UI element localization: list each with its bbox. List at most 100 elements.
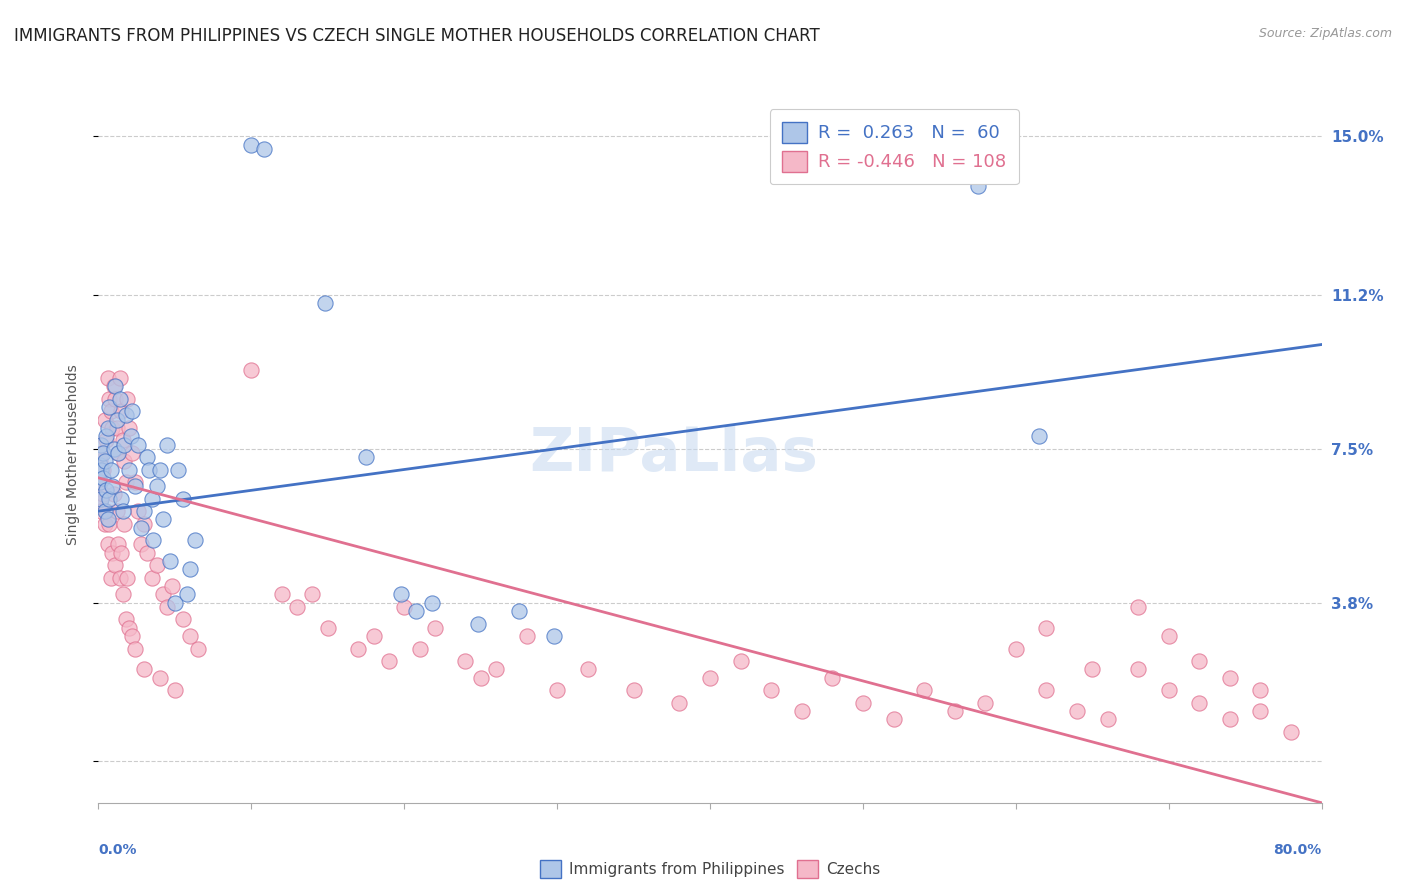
- Point: [966, 179, 988, 194]
- Point: [98, 392, 121, 406]
- Point: [110, 546, 132, 560]
- Point: [121, 629, 143, 643]
- Point: [108, 371, 131, 385]
- Point: [516, 629, 538, 643]
- Point: [121, 404, 143, 418]
- Y-axis label: Single Mother Households: Single Mother Households: [66, 365, 80, 545]
- Point: [470, 671, 492, 685]
- Point: [91, 462, 114, 476]
- Point: [668, 696, 690, 710]
- Point: [110, 491, 132, 506]
- Point: [389, 587, 412, 601]
- Point: [821, 671, 844, 685]
- Point: [187, 641, 209, 656]
- Point: [94, 434, 117, 448]
- Point: [943, 704, 966, 718]
- Point: [508, 604, 530, 618]
- Point: [149, 671, 172, 685]
- Point: [129, 537, 152, 551]
- Point: [107, 537, 129, 551]
- Point: [115, 409, 138, 423]
- Point: [108, 571, 131, 585]
- Point: [759, 683, 782, 698]
- Point: [93, 504, 115, 518]
- Point: [145, 479, 167, 493]
- Legend: Immigrants from Philippines, Czechs: Immigrants from Philippines, Czechs: [533, 853, 887, 886]
- Point: [111, 587, 134, 601]
- Point: [163, 596, 186, 610]
- Point: [134, 504, 156, 518]
- Point: [179, 562, 201, 576]
- Point: [156, 599, 179, 614]
- Point: [160, 579, 183, 593]
- Point: [167, 462, 190, 476]
- Point: [121, 446, 143, 460]
- Point: [314, 296, 336, 310]
- Point: [1219, 671, 1241, 685]
- Point: [124, 479, 146, 493]
- Point: [1035, 683, 1057, 698]
- Point: [104, 392, 127, 406]
- Point: [93, 454, 115, 468]
- Text: IMMIGRANTS FROM PHILIPPINES VS CZECH SINGLE MOTHER HOUSEHOLDS CORRELATION CHART: IMMIGRANTS FROM PHILIPPINES VS CZECH SIN…: [14, 27, 820, 45]
- Point: [97, 512, 120, 526]
- Point: [1219, 713, 1241, 727]
- Text: Source: ZipAtlas.com: Source: ZipAtlas.com: [1258, 27, 1392, 40]
- Point: [118, 621, 141, 635]
- Point: [104, 379, 127, 393]
- Point: [790, 704, 813, 718]
- Point: [91, 446, 114, 460]
- Point: [117, 571, 139, 585]
- Point: [118, 421, 141, 435]
- Point: [94, 483, 117, 498]
- Point: [883, 713, 905, 727]
- Point: [172, 491, 194, 506]
- Point: [89, 496, 111, 510]
- Point: [546, 683, 568, 698]
- Point: [100, 404, 122, 418]
- Point: [1249, 683, 1271, 698]
- Point: [1028, 429, 1050, 443]
- Point: [94, 429, 117, 443]
- Point: [90, 491, 112, 506]
- Point: [136, 450, 159, 464]
- Point: [124, 475, 146, 489]
- Point: [485, 663, 508, 677]
- Point: [699, 671, 721, 685]
- Point: [90, 437, 112, 451]
- Point: [420, 596, 443, 610]
- Point: [117, 392, 139, 406]
- Point: [101, 546, 124, 560]
- Point: [134, 663, 156, 677]
- Point: [163, 683, 186, 698]
- Point: [454, 654, 477, 668]
- Point: [1279, 725, 1302, 739]
- Point: [141, 571, 163, 585]
- Point: [1097, 713, 1119, 727]
- Point: [90, 462, 112, 476]
- Point: [90, 446, 112, 460]
- Point: [378, 654, 401, 668]
- Point: [108, 392, 131, 406]
- Point: [141, 491, 163, 506]
- Point: [89, 475, 111, 489]
- Point: [120, 429, 142, 443]
- Point: [127, 504, 149, 518]
- Point: [98, 516, 121, 531]
- Point: [1249, 704, 1271, 718]
- Point: [105, 504, 128, 518]
- Point: [1157, 683, 1180, 698]
- Point: [405, 604, 427, 618]
- Point: [89, 475, 111, 489]
- Point: [107, 446, 129, 460]
- Point: [111, 504, 134, 518]
- Point: [97, 537, 120, 551]
- Point: [145, 558, 167, 573]
- Point: [543, 629, 565, 643]
- Point: [240, 137, 263, 152]
- Point: [974, 696, 997, 710]
- Point: [112, 516, 135, 531]
- Text: ZIPaLlas: ZIPaLlas: [529, 425, 818, 484]
- Point: [1081, 663, 1104, 677]
- Point: [285, 599, 308, 614]
